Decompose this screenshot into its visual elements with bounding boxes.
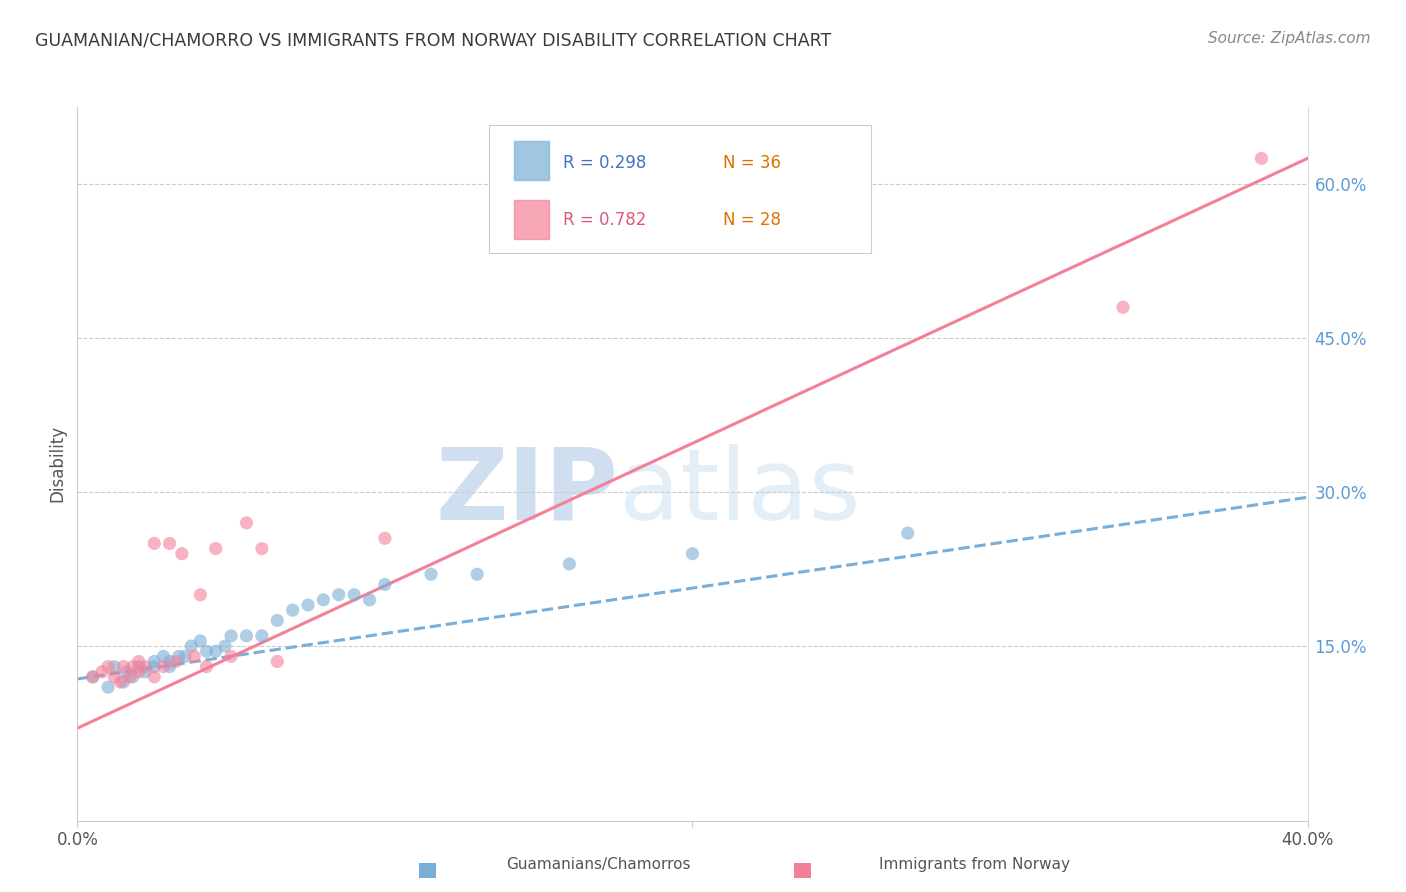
Point [374,577,396,591]
Point [82,670,104,684]
Point [143,536,166,550]
Point [897,526,920,541]
Text: Immigrants from Norway: Immigrants from Norway [879,857,1070,872]
Point [103,670,125,684]
Point [128,665,150,679]
Point [143,670,166,684]
Point [250,541,273,556]
Point [128,659,150,673]
Point [167,649,190,664]
Point [152,659,174,673]
Text: GUAMANIAN/CHAMORRO VS IMMIGRANTS FROM NORWAY DISABILITY CORRELATION CHART: GUAMANIAN/CHAMORRO VS IMMIGRANTS FROM NO… [35,31,831,49]
Text: R = 0.782: R = 0.782 [564,211,647,228]
Point [159,536,181,550]
Point [188,588,212,602]
Point [266,614,288,628]
Point [134,665,156,679]
Point [97,680,120,694]
Point [195,659,218,673]
Point [90,665,114,679]
Y-axis label: Disability: Disability [48,425,66,502]
Point [180,639,202,653]
Text: N = 36: N = 36 [723,153,782,171]
Point [128,655,150,669]
Point [204,644,226,658]
Point [297,598,319,612]
Point [159,659,181,673]
Point [420,567,443,582]
Point [328,588,350,602]
Point [103,659,125,673]
Point [312,593,335,607]
Text: N = 28: N = 28 [723,211,782,228]
Point [219,629,242,643]
Point [1250,152,1272,166]
Text: Guamanians/Chamorros: Guamanians/Chamorros [506,857,690,872]
Point [1112,300,1135,314]
Point [112,675,135,690]
Point [195,644,218,658]
Point [266,655,288,669]
Point [183,649,205,664]
Point [121,670,143,684]
Point [143,655,166,669]
Point [374,531,396,545]
Point [82,670,104,684]
Point [204,541,226,556]
Point [112,659,135,673]
Point [159,655,181,669]
Point [143,659,166,673]
Point [188,634,212,648]
Point [558,557,581,571]
Text: ZIP: ZIP [436,444,619,541]
Point [219,649,242,664]
Point [235,629,257,643]
Point [165,655,187,669]
Point [235,516,257,530]
Text: R = 0.298: R = 0.298 [564,153,647,171]
Point [152,649,174,664]
Point [343,588,366,602]
Point [118,670,141,684]
Text: atlas: atlas [619,444,860,541]
Point [174,649,197,664]
Text: Source: ZipAtlas.com: Source: ZipAtlas.com [1208,31,1371,46]
Point [682,547,704,561]
Point [115,665,138,679]
Point [359,593,381,607]
Point [170,547,193,561]
FancyBboxPatch shape [489,125,870,253]
Point [121,659,143,673]
Point [110,675,132,690]
Bar [515,141,548,180]
Point [281,603,304,617]
Bar [515,200,548,239]
Point [214,639,236,653]
Point [97,659,120,673]
Point [465,567,488,582]
Point [134,659,156,673]
Point [250,629,273,643]
